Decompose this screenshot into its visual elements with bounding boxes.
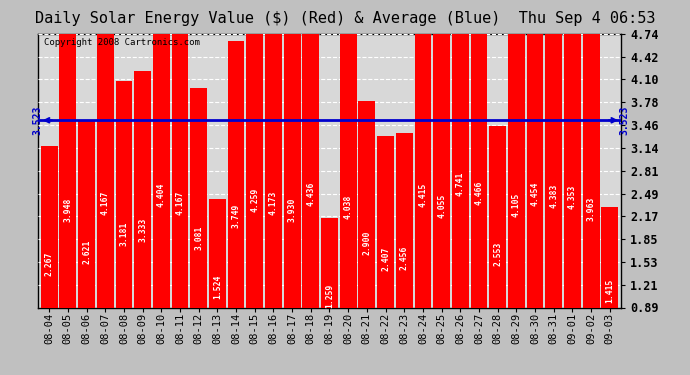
Text: 2.456: 2.456 [400,245,408,270]
Bar [508,16,525,307]
Bar [471,0,487,308]
Text: 3.963: 3.963 [586,197,595,221]
Bar [564,0,581,308]
Text: 4.415: 4.415 [418,183,427,207]
Text: 2.900: 2.900 [362,231,371,255]
Text: Copyright 2008 Cartronics.com: Copyright 2008 Cartronics.com [43,38,199,47]
Text: 2.267: 2.267 [45,251,54,276]
Bar [209,199,226,308]
Bar [377,136,394,308]
Text: 4.259: 4.259 [250,188,259,212]
Bar [228,41,244,308]
Bar [265,11,282,308]
Text: 3.930: 3.930 [288,198,297,222]
Text: 1.415: 1.415 [605,279,614,303]
Bar [97,11,114,308]
Text: 4.383: 4.383 [549,183,558,208]
Text: 4.167: 4.167 [101,190,110,215]
Text: 4.167: 4.167 [175,190,184,215]
Text: 4.436: 4.436 [306,182,315,206]
Text: 1.259: 1.259 [325,284,334,308]
Text: 4.741: 4.741 [456,172,465,196]
Bar [452,0,469,308]
Text: 2.621: 2.621 [82,240,91,264]
Bar [78,121,95,308]
Text: 3.081: 3.081 [194,225,203,250]
Bar [172,11,188,308]
Text: 2.553: 2.553 [493,242,502,267]
Text: 2.407: 2.407 [381,247,390,271]
Text: 3.948: 3.948 [63,198,72,222]
Text: 3.749: 3.749 [232,204,241,228]
Bar [321,218,338,308]
Text: 4.055: 4.055 [437,194,446,218]
Text: 4.404: 4.404 [157,183,166,207]
Bar [526,0,544,308]
Text: 3.333: 3.333 [138,217,147,242]
Bar [59,27,77,308]
Bar [284,28,301,308]
Text: 4.105: 4.105 [512,192,521,217]
Text: 4.454: 4.454 [531,181,540,206]
Bar [415,0,431,308]
Bar [489,126,506,308]
Bar [134,70,151,308]
Text: 3.523: 3.523 [32,106,43,135]
Text: 1.524: 1.524 [213,275,222,299]
Bar [545,0,562,308]
Text: 4.173: 4.173 [269,190,278,214]
Bar [153,0,170,308]
Text: 3.181: 3.181 [119,222,128,246]
Bar [433,19,450,307]
Bar [115,81,132,308]
Bar [396,133,413,308]
Text: Daily Solar Energy Value ($) (Red) & Average (Blue)  Thu Sep 4 06:53: Daily Solar Energy Value ($) (Red) & Ave… [34,11,655,26]
Bar [190,88,207,308]
Text: 3.523: 3.523 [619,106,629,135]
Bar [358,101,375,308]
Bar [41,146,57,308]
Bar [246,4,263,308]
Bar [302,0,319,308]
Text: 4.466: 4.466 [475,181,484,205]
Bar [582,26,600,307]
Text: 4.353: 4.353 [568,184,577,209]
Bar [339,20,357,307]
Bar [602,207,618,308]
Text: 4.038: 4.038 [344,195,353,219]
